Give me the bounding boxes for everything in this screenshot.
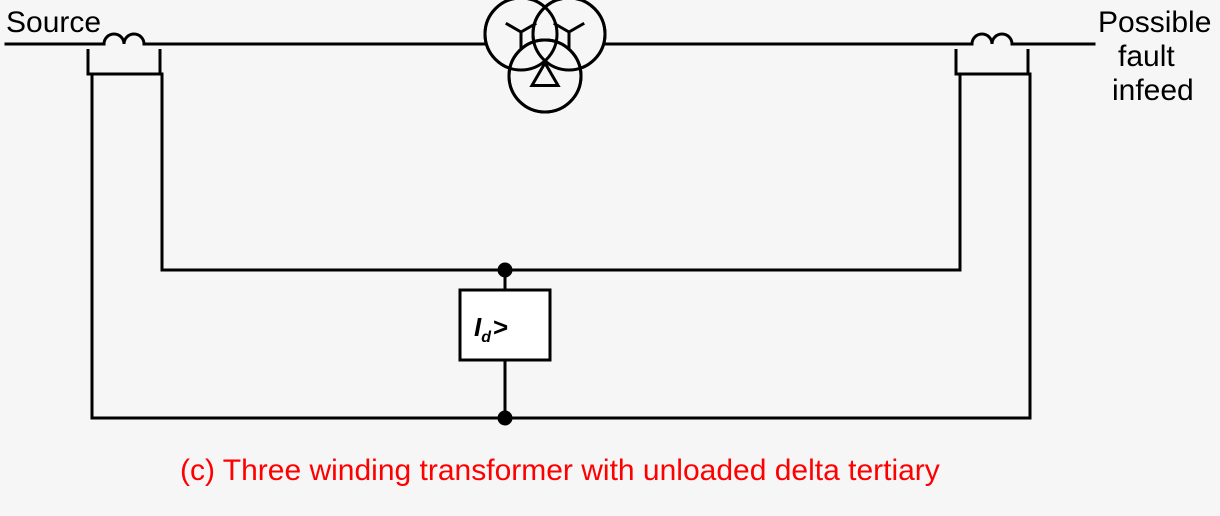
label-fault-3: infeed [1112, 74, 1194, 107]
label-fault-2: fault [1118, 40, 1175, 73]
label-fault-1: Possible [1098, 6, 1211, 39]
circuit-diagram: Source Possiblefaultinfeed (c) Three windi… [0, 0, 1220, 516]
ct-secondary-right [956, 49, 1028, 74]
node-bottom [499, 412, 511, 424]
caption: (c) Three winding transformer with unloa… [180, 454, 940, 487]
label-source: Source [6, 6, 101, 39]
ct-secondary-left [88, 49, 160, 74]
ct-primary-left [104, 34, 144, 44]
ct-primary-right [972, 34, 1012, 44]
node-top [499, 264, 511, 276]
